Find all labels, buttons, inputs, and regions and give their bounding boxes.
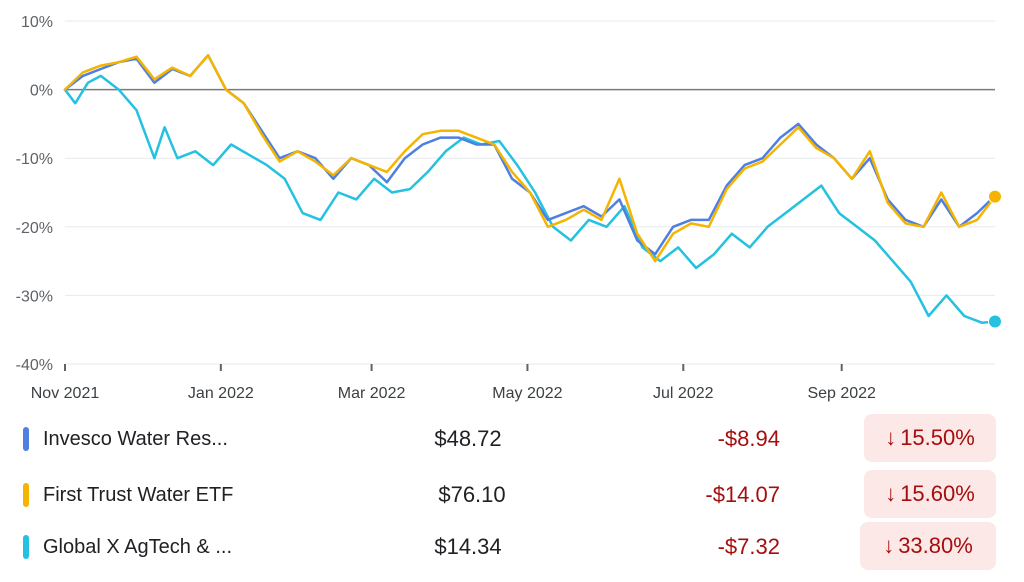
series-name: Global X AgTech & ... (43, 536, 232, 558)
series-price: $48.72 (434, 426, 502, 451)
percent-change-badge: ↓ 15.50% (864, 414, 996, 462)
x-tick-label: Mar 2022 (338, 385, 406, 402)
percent-change-value: 15.60% (900, 481, 975, 506)
series-endpoints (988, 189, 1002, 329)
series-color-swatch (23, 427, 29, 451)
series-price: $76.10 (438, 482, 506, 507)
y-tick-label: -10% (16, 151, 53, 168)
series-change: -$14.07 (705, 482, 780, 507)
percent-change-badge: ↓ 33.80% (860, 522, 996, 570)
x-axis-ticks: Nov 2021 Jan 2022 Mar 2022 May 2022 Jul 2022… (31, 364, 876, 402)
percent-change-value: 33.80% (898, 533, 973, 558)
legend-row[interactable]: Global X AgTech & ... $14.34 -$7.32 ↓ 33.… (0, 522, 1024, 572)
series-line (63, 74, 997, 325)
series-endpoint-dot (988, 189, 1002, 204)
series-change: -$8.94 (717, 426, 780, 451)
y-axis-ticks: 10% 0% -10% -20% -30% -40% (16, 14, 53, 374)
percent-change-badge: ↓ 15.60% (864, 470, 996, 518)
series-name: First Trust Water ETF (43, 484, 234, 506)
legend-row[interactable]: Invesco Water Res... $48.72 -$8.94 ↓ 15.5… (0, 414, 1024, 464)
x-tick-label: May 2022 (492, 385, 562, 402)
x-tick-label: Sep 2022 (807, 385, 876, 402)
down-arrow-icon: ↓ (885, 481, 897, 506)
y-tick-label: 0% (30, 83, 53, 100)
comparison-line-chart: 10% 0% -10% -20% -30% -40% Nov 2021 Jan 2022 Ma… (16, 14, 1002, 402)
series-lines (63, 54, 997, 325)
series-name: Invesco Water Res... (43, 428, 228, 450)
down-arrow-icon: ↓ (885, 425, 897, 450)
y-tick-label: -40% (16, 357, 53, 374)
y-tick-label: -30% (16, 288, 53, 305)
series-price: $14.34 (434, 534, 502, 559)
series-change: -$7.32 (717, 534, 780, 559)
x-tick-label: Jul 2022 (653, 385, 714, 402)
series-color-swatch (23, 535, 29, 559)
series-endpoint-dot (988, 314, 1002, 329)
x-tick-label: Jan 2022 (188, 385, 254, 402)
series-color-swatch (23, 483, 29, 507)
legend-row[interactable]: First Trust Water ETF $76.10 -$14.07 ↓ 15… (0, 470, 1024, 520)
x-tick-label: Nov 2021 (31, 385, 100, 402)
percent-change-value: 15.50% (900, 425, 975, 450)
down-arrow-icon: ↓ (883, 533, 895, 558)
series-line (63, 54, 997, 263)
y-tick-label: 10% (21, 14, 53, 31)
y-tick-label: -20% (16, 220, 53, 237)
